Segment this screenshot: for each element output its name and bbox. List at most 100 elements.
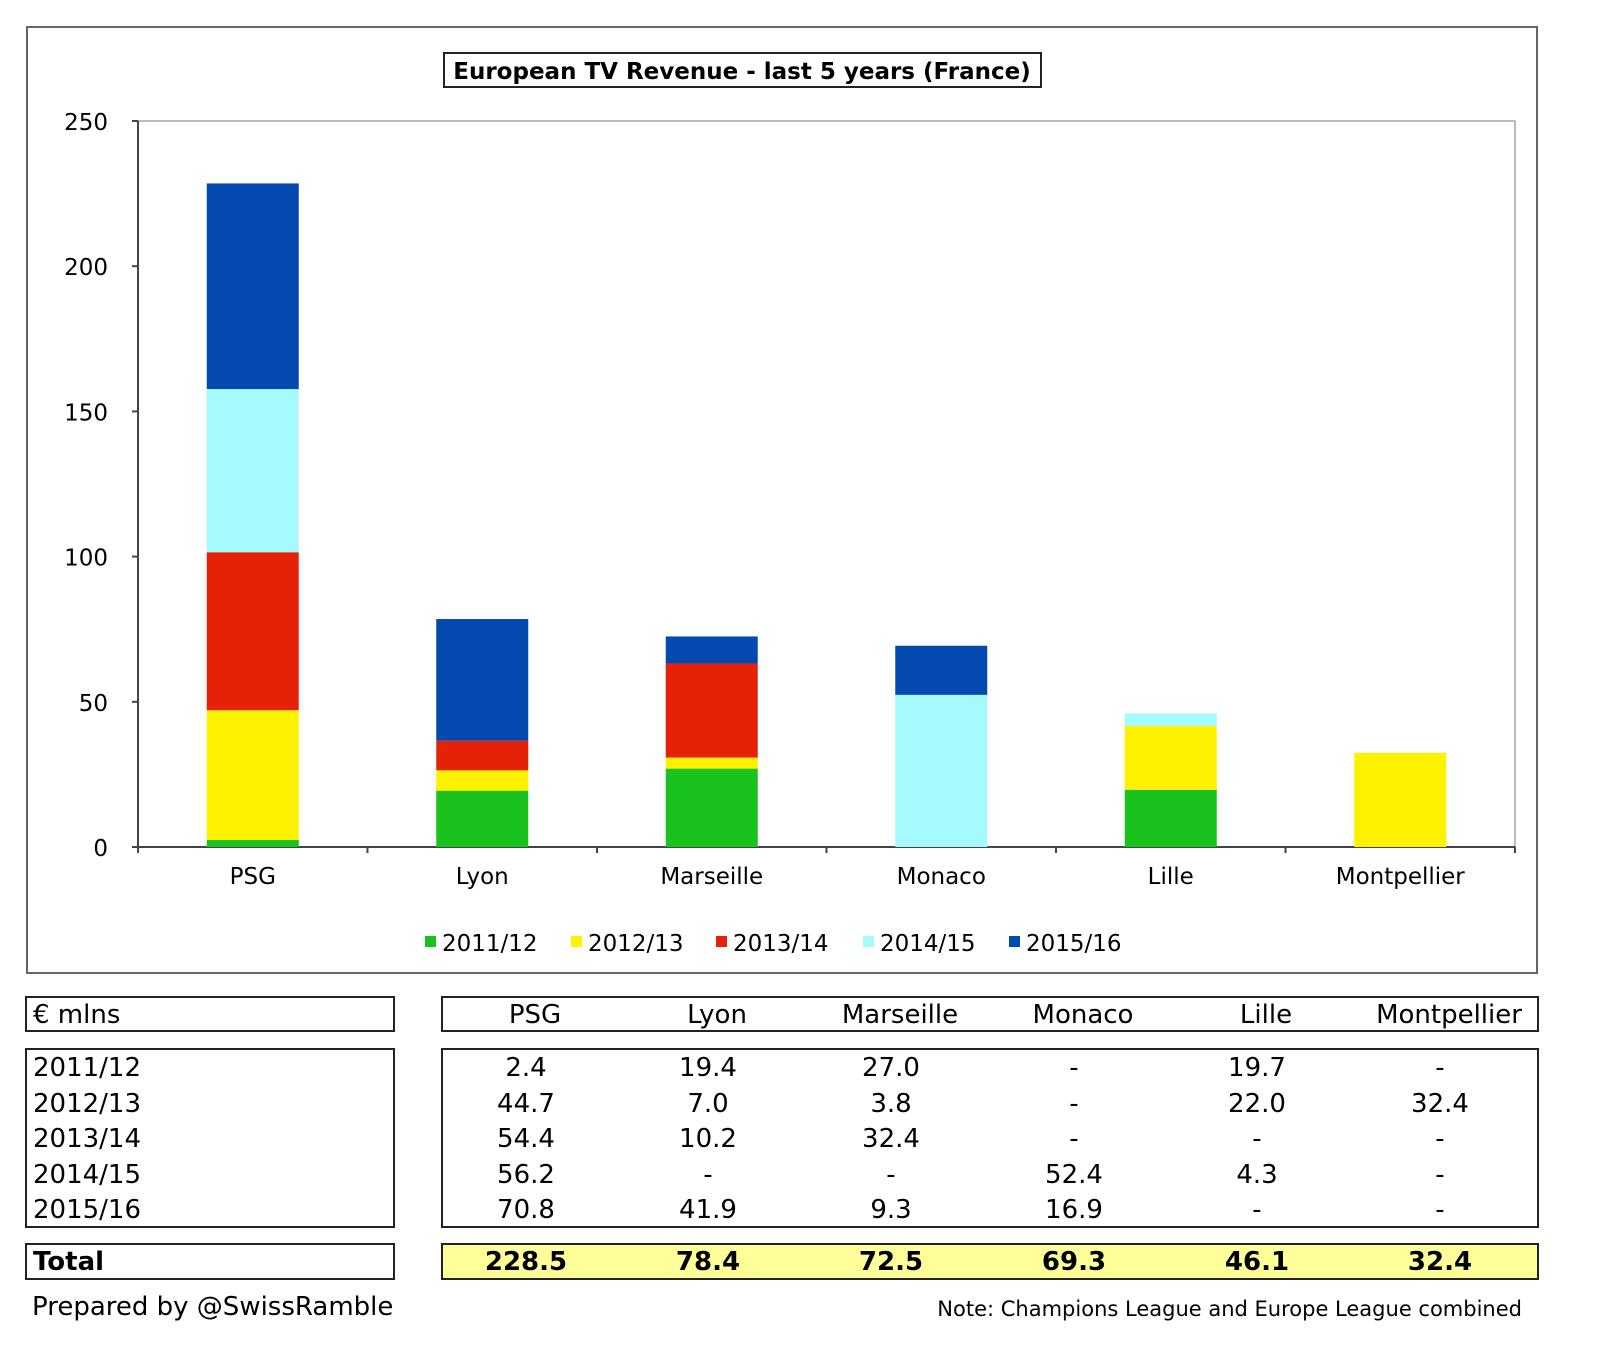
row-label: 2013/14 <box>33 1124 142 1155</box>
bar-segment-marseille-2011-12 <box>665 768 758 847</box>
x-tick-label: PSG <box>230 864 276 890</box>
table-cell: - <box>1252 1124 1262 1155</box>
table-cell: - <box>1069 1088 1079 1119</box>
bar-segment-psg-2015-16 <box>206 183 299 390</box>
legend-label: 2015/16 <box>1026 931 1122 957</box>
table-cell: 22.0 <box>1228 1088 1286 1119</box>
y-tick-label: 0 <box>93 836 108 862</box>
table-cell: 27.0 <box>862 1053 920 1083</box>
bar-segment-lyon-2012-13 <box>436 770 529 791</box>
legend-swatch <box>716 936 727 947</box>
legend-label: 2012/13 <box>588 931 684 957</box>
total-cell: 69.3 <box>1041 1247 1107 1277</box>
x-tick-label: Marseille <box>660 864 763 890</box>
column-header: PSG <box>508 1000 562 1030</box>
unit-label: € mlns <box>33 1000 121 1030</box>
table-header: PSG Lyon Marseille Monaco Lille Montpellier <box>441 996 1539 1032</box>
chart-title: European TV Revenue - last 5 years (Fran… <box>453 59 1031 85</box>
total-cell: 72.5 <box>858 1247 924 1277</box>
bar-segment-monaco-2014-15 <box>895 694 988 847</box>
bar-segment-marseille-2012-13 <box>665 757 758 769</box>
total-row: 228.5 78.4 72.5 69.3 46.1 32.4 <box>441 1243 1539 1280</box>
table-cell: - <box>1252 1195 1262 1226</box>
row-label: 2014/15 <box>33 1159 142 1190</box>
table-cell: - <box>1435 1053 1445 1083</box>
table-cell: 4.3 <box>1236 1159 1278 1190</box>
table-cell: 19.7 <box>1228 1053 1286 1083</box>
legend-label: 2011/12 <box>442 931 538 957</box>
column-header: Lille <box>1239 1000 1293 1030</box>
table-cell: 52.4 <box>1045 1159 1103 1190</box>
bar-segment-monaco-2015-16 <box>895 645 988 695</box>
legend-swatch <box>571 936 582 947</box>
table-cell: 10.2 <box>679 1124 737 1155</box>
table-cell: 7.0 <box>687 1088 729 1119</box>
bar-segment-psg-2013-14 <box>206 552 299 711</box>
table-cell: 19.4 <box>679 1053 737 1083</box>
legend-swatch <box>425 936 436 947</box>
table-cell: 56.2 <box>497 1159 555 1190</box>
table-cell: 70.8 <box>497 1195 555 1226</box>
bar-segment-lille-2014-15 <box>1124 713 1217 726</box>
bar-segment-lyon-2015-16 <box>436 619 529 741</box>
unit-label-box: € mlns <box>25 996 395 1032</box>
row-labels: 2011/12 2012/13 2013/14 2014/15 2015/16 <box>25 1048 395 1228</box>
bar-segment-psg-2011-12 <box>206 840 299 847</box>
chart-svg: European TV Revenue - last 5 years (Fran… <box>64 52 1516 957</box>
bar-segment-lille-2012-13 <box>1124 725 1217 790</box>
table-cell: - <box>1069 1053 1079 1083</box>
credit: Prepared by @SwissRamble <box>32 1292 394 1322</box>
x-tick-label: Montpellier <box>1336 864 1466 890</box>
x-tick-label: Lyon <box>456 864 509 890</box>
chart-frame <box>26 26 1538 974</box>
total-cell: 228.5 <box>484 1247 568 1277</box>
table-cell: - <box>1435 1124 1445 1155</box>
y-tick-label: 250 <box>64 110 108 136</box>
x-tick-label: Monaco <box>897 864 986 890</box>
table-cell: 32.4 <box>1411 1088 1469 1119</box>
y-tick-label: 200 <box>64 255 108 281</box>
total-cell: 32.4 <box>1407 1247 1473 1277</box>
legend-label: 2013/14 <box>733 931 829 957</box>
table-cell: - <box>703 1159 713 1190</box>
column-header: Lyon <box>687 1000 747 1030</box>
bar-segment-psg-2012-13 <box>206 710 299 841</box>
column-header: Monaco <box>1032 1000 1134 1030</box>
column-header: Marseille <box>841 1000 959 1030</box>
table-cell: 3.8 <box>870 1088 912 1119</box>
row-label: 2015/16 <box>33 1195 142 1226</box>
y-tick-label: 100 <box>64 546 108 572</box>
bar-segment-montpellier-2012-13 <box>1354 752 1447 847</box>
total-cell: 46.1 <box>1224 1247 1290 1277</box>
table-cell: 16.9 <box>1045 1195 1103 1226</box>
legend-label: 2014/15 <box>880 931 976 957</box>
bar-segment-lyon-2011-12 <box>436 790 529 847</box>
legend-swatch <box>863 936 874 947</box>
title-box <box>443 52 1042 88</box>
bar-segment-marseille-2013-14 <box>665 663 758 758</box>
column-header: Montpellier <box>1376 1000 1522 1030</box>
note: Note: Champions League and Europe League… <box>937 1297 1522 1321</box>
total-label-box: Total <box>25 1243 395 1280</box>
bar-segment-lyon-2013-14 <box>436 740 529 771</box>
row-label: 2011/12 <box>33 1053 142 1083</box>
table-cell: - <box>1435 1195 1445 1226</box>
total-cell: 78.4 <box>675 1247 741 1277</box>
total-label: Total <box>33 1247 105 1277</box>
table-cell: 2.4 <box>505 1053 547 1083</box>
y-tick-label: 50 <box>79 691 108 717</box>
table-cell: 41.9 <box>679 1195 737 1226</box>
table-cell: 32.4 <box>862 1124 920 1155</box>
bar-segment-psg-2014-15 <box>206 389 299 553</box>
table-body: 2.4 19.4 27.0 - 19.7 - 44.7 7.0 3.8 - 22.0 32.4 54.4… <box>441 1048 1539 1228</box>
table-cell: 54.4 <box>497 1124 555 1155</box>
table-cell: - <box>1069 1124 1079 1155</box>
x-tick-label: Lille <box>1148 864 1194 890</box>
table-cell: - <box>886 1159 896 1190</box>
table-cell: - <box>1435 1159 1445 1190</box>
row-label: 2012/13 <box>33 1088 142 1119</box>
table-cell: 9.3 <box>870 1195 912 1226</box>
plot-area <box>137 120 1516 848</box>
y-tick-label: 150 <box>64 400 108 426</box>
bar-segment-lille-2011-12 <box>1124 789 1217 847</box>
